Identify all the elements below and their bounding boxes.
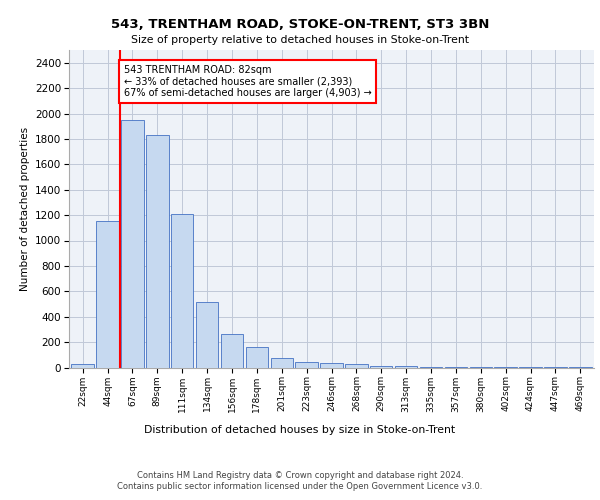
Text: Contains public sector information licensed under the Open Government Licence v3: Contains public sector information licen… bbox=[118, 482, 482, 491]
Bar bbox=[97, 222, 119, 368]
Text: 543, TRENTHAM ROAD, STOKE-ON-TRENT, ST3 3BN: 543, TRENTHAM ROAD, STOKE-ON-TRENT, ST3 … bbox=[111, 18, 489, 30]
Text: Size of property relative to detached houses in Stoke-on-Trent: Size of property relative to detached ho… bbox=[131, 35, 469, 45]
Text: Distribution of detached houses by size in Stoke-on-Trent: Distribution of detached houses by size … bbox=[145, 425, 455, 435]
Bar bbox=[121, 120, 143, 368]
Bar bbox=[171, 214, 193, 368]
Bar bbox=[345, 364, 368, 368]
Text: 543 TRENTHAM ROAD: 82sqm
← 33% of detached houses are smaller (2,393)
67% of sem: 543 TRENTHAM ROAD: 82sqm ← 33% of detach… bbox=[124, 65, 371, 98]
Bar bbox=[370, 366, 392, 368]
Bar bbox=[420, 367, 442, 368]
Bar bbox=[221, 334, 243, 368]
Text: Contains HM Land Registry data © Crown copyright and database right 2024.: Contains HM Land Registry data © Crown c… bbox=[137, 471, 463, 480]
Bar bbox=[196, 302, 218, 368]
Bar bbox=[295, 362, 318, 368]
Bar bbox=[71, 364, 94, 368]
Bar bbox=[245, 347, 268, 368]
Bar bbox=[146, 135, 169, 368]
Bar bbox=[271, 358, 293, 368]
Y-axis label: Number of detached properties: Number of detached properties bbox=[20, 126, 29, 291]
Bar bbox=[395, 366, 418, 368]
Bar bbox=[320, 364, 343, 368]
Bar bbox=[569, 367, 592, 368]
